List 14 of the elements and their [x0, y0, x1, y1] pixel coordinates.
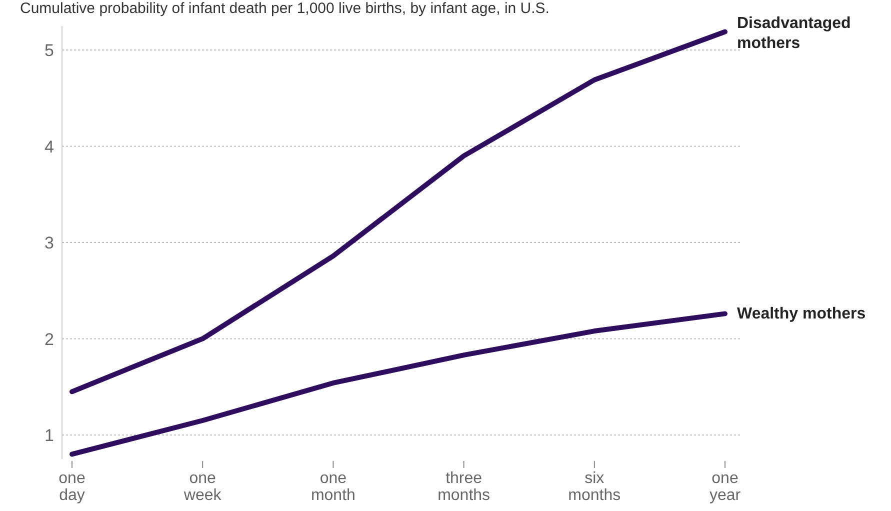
- x-tick-label: one week: [182, 470, 222, 504]
- y-tick-label: 2: [44, 330, 54, 349]
- x-tick-label: six months: [568, 470, 621, 504]
- x-tick-label: one day: [58, 470, 86, 504]
- series-label: Wealthy mothers: [737, 306, 866, 323]
- x-tick-label: three months: [438, 470, 490, 504]
- y-tick-label: 3: [44, 234, 54, 253]
- y-tick-label: 1: [44, 426, 54, 445]
- y-tick-label: 4: [44, 137, 54, 156]
- y-tick-label: 5: [44, 41, 54, 60]
- x-tick-label: one year: [709, 470, 742, 504]
- series-label: Disadvantaged mothers: [737, 14, 851, 52]
- chart-title: Cumulative probability of infant death per 1,000 live births, by infant age, in U.S.: [20, 0, 550, 17]
- x-tick-label: one month: [310, 470, 356, 504]
